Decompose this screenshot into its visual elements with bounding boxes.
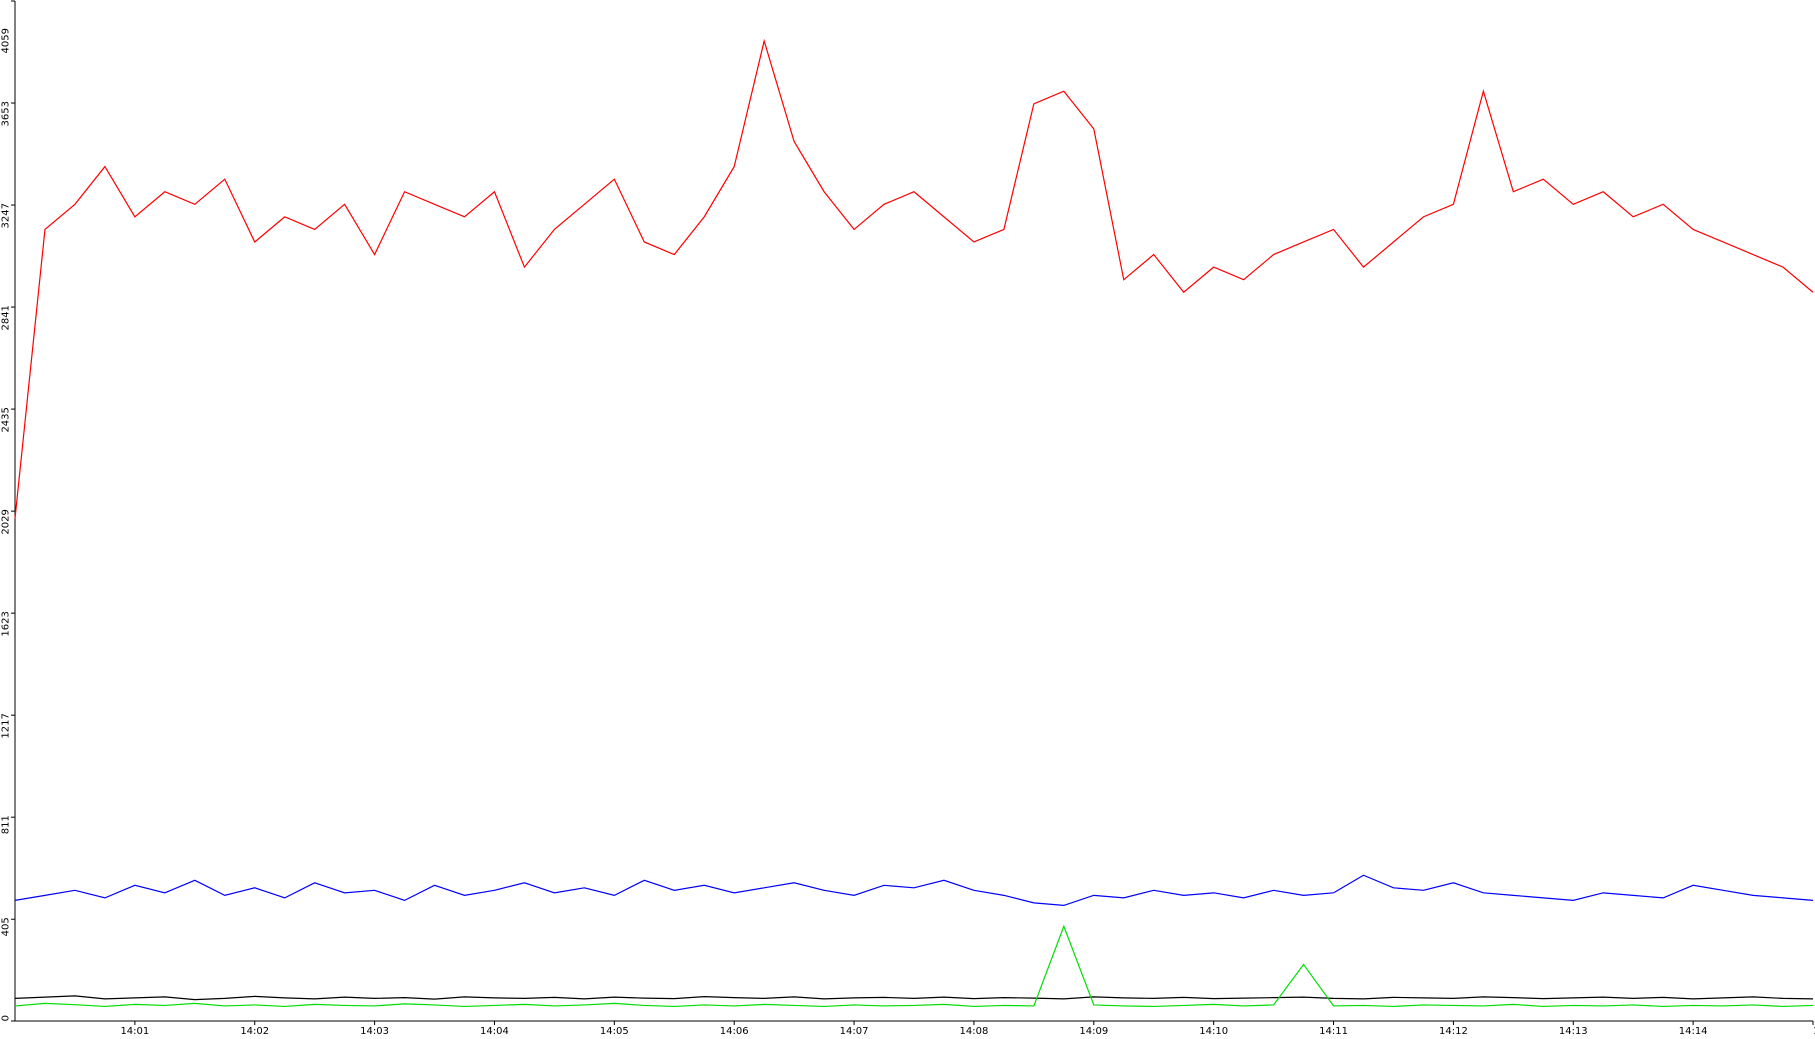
x-tick-label: 14:05 [600, 1026, 629, 1037]
x-tick-label: 14:14 [1679, 1026, 1708, 1037]
y-tick-label: 1217 [0, 713, 11, 738]
y-tick-label: 2029 [0, 509, 11, 534]
y-tick-label: 405 [0, 917, 11, 936]
y-tick-label: 3653 [0, 101, 11, 126]
y-tick-label: 2435 [0, 407, 11, 432]
y-tick-label: 1623 [0, 611, 11, 636]
x-tick-label: 14:03 [360, 1026, 389, 1037]
y-tick-label: 811 [0, 815, 11, 834]
series-line [14, 38, 1814, 519]
x-tick-label: 14:12 [1439, 1026, 1468, 1037]
y-tick-label: 4059 [0, 28, 11, 53]
x-tick-label: 14:13 [1559, 1026, 1588, 1037]
x-tick-label: 14:08 [960, 1026, 989, 1037]
series-line [14, 874, 1814, 907]
x-tick-label: 14:11 [1319, 1026, 1348, 1037]
y-tick-label: 2841 [0, 305, 11, 330]
series-line [14, 995, 1814, 1001]
x-tick-label: 14:06 [720, 1026, 749, 1037]
x-tick-label: 14:07 [840, 1026, 869, 1037]
x-tick-label: 14:04 [480, 1026, 509, 1037]
series-line [14, 924, 1814, 1008]
y-tick-label: 3247 [0, 203, 11, 228]
x-tick-label: 14:09 [1079, 1026, 1108, 1037]
x-tick-label: 14:10 [1199, 1026, 1228, 1037]
x-tick-label: 14:15 [1813, 1026, 1815, 1037]
x-tick-label: 14:02 [240, 1026, 269, 1037]
y-tick-label: 0 [0, 1015, 11, 1021]
x-tick-label: 14:01 [120, 1026, 149, 1037]
